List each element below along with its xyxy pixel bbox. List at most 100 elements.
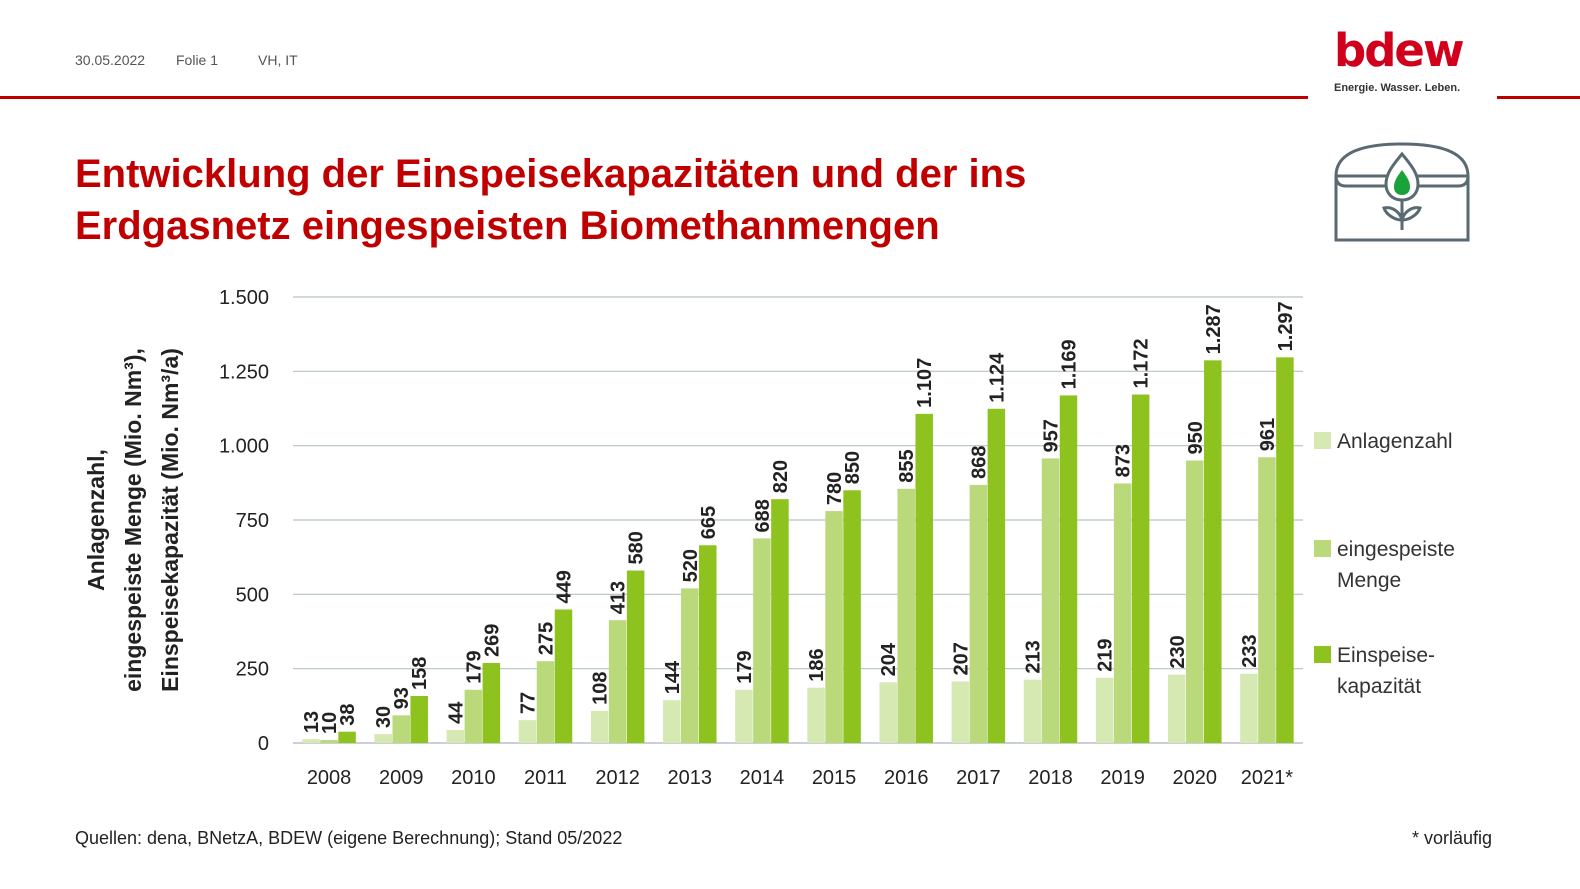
bar: [1131, 394, 1150, 743]
title-line-2: Erdgasnetz eingespeisten Biomethanmengen: [75, 204, 940, 248]
bar: [987, 408, 1006, 743]
data-label: 179: [463, 650, 485, 683]
bar: [374, 734, 392, 743]
data-label: 13: [301, 711, 323, 733]
bar: [338, 731, 356, 743]
bar: [302, 739, 320, 743]
data-label: 204: [878, 642, 900, 676]
x-tick-label: 2009: [379, 767, 424, 789]
x-tick-label: 2008: [307, 767, 352, 789]
header-rule: [0, 96, 1308, 99]
data-label: 950: [1185, 421, 1207, 454]
data-label: 413: [608, 581, 630, 614]
bar: [699, 545, 717, 743]
bar: [410, 696, 428, 743]
preliminary-note: * vorläufig: [1412, 828, 1493, 848]
legend-label-kapazitaet: Einspeise- kapazität: [1337, 640, 1507, 702]
data-label: 665: [698, 506, 720, 539]
y-tick-label: 250: [236, 659, 269, 681]
data-label: 1.107: [914, 358, 936, 408]
bar: [1186, 460, 1204, 743]
slide-date: 30.05.2022: [75, 52, 146, 68]
data-label: 820: [770, 460, 792, 493]
y-tick-label: 500: [236, 584, 269, 606]
bar: [843, 490, 861, 743]
legend-label-menge: eingespeiste Menge: [1337, 534, 1507, 596]
bar: [392, 715, 410, 743]
data-label: 520: [680, 549, 702, 582]
y-axis-label-line: Anlagenzahl,: [83, 449, 109, 591]
bar: [536, 661, 555, 743]
data-label: 688: [752, 499, 774, 532]
data-label: 1.287: [1203, 304, 1225, 354]
data-label: 1.124: [986, 352, 1008, 403]
y-tick-label: 750: [236, 510, 269, 532]
data-label: 186: [806, 648, 828, 681]
data-label: 38: [337, 703, 359, 725]
x-tick-label: 2014: [740, 767, 785, 789]
data-label: 850: [842, 451, 864, 484]
bar: [969, 484, 988, 743]
data-label: 873: [1113, 444, 1135, 477]
legend-label-menge-line1: eingespeiste: [1337, 538, 1455, 561]
data-label: 93: [391, 687, 413, 709]
x-tick-label: 2010: [451, 767, 496, 789]
legend-label-kapazitaet-line1: Einspeise-: [1337, 644, 1436, 667]
x-tick-label: 2020: [1173, 767, 1218, 789]
bar: [1240, 673, 1258, 743]
y-tick-label: 1.000: [219, 436, 269, 458]
data-label: 780: [824, 472, 846, 505]
bar: [663, 700, 681, 743]
x-axis-ticks: 2008 2009 2010 2011 2012 2013 2014 2015 2016 2017…: [307, 767, 1293, 789]
data-label: 957: [1041, 419, 1063, 452]
y-axis-label-line: eingespeiste Menge (Mio. Nm³),: [120, 348, 146, 692]
data-label: 219: [1095, 639, 1117, 672]
x-tick-label: 2012: [595, 767, 640, 789]
data-label: 580: [626, 531, 648, 564]
bar: [1258, 457, 1276, 743]
y-tick-label: 1.250: [219, 361, 269, 383]
bar: [590, 710, 609, 743]
bar: [915, 413, 933, 743]
bar: [771, 499, 789, 743]
legend-swatch-anlagenzahl: [1314, 432, 1331, 449]
bar: [825, 511, 843, 743]
bar: [482, 663, 501, 743]
legend-swatch-menge: [1314, 540, 1331, 557]
data-label: 269: [481, 624, 503, 657]
bar: [897, 488, 915, 743]
bar: [1168, 674, 1186, 743]
header-rule-right: [1497, 96, 1580, 99]
data-label: 44: [445, 701, 467, 724]
x-tick-label: 2021*: [1241, 767, 1293, 789]
source-note: Quellen: dena, BNetzA, BDEW (eigene Bere…: [75, 828, 623, 848]
bar: [753, 538, 771, 743]
data-label: 213: [1023, 640, 1045, 673]
bar: [951, 681, 970, 743]
bar: [1059, 395, 1078, 743]
data-label: 1.297: [1275, 301, 1297, 351]
bar: [464, 689, 483, 743]
data-label: 144: [662, 660, 684, 694]
data-label: 158: [409, 657, 431, 690]
legend-swatch-kapazitaet: [1314, 646, 1331, 663]
data-label: 275: [536, 622, 558, 655]
x-tick-label: 2013: [668, 767, 713, 789]
data-label: 855: [896, 449, 918, 482]
legend-label-kapazitaet-line2: kapazität: [1337, 675, 1422, 698]
bar: [1204, 360, 1222, 743]
x-tick-label: 2015: [812, 767, 857, 789]
data-label: 30: [373, 706, 395, 728]
bar: [554, 609, 573, 743]
y-axis-label: Anlagenzahl, eingespeiste Menge (Mio. Nm³…: [83, 348, 183, 692]
data-label: 108: [590, 672, 612, 705]
bar: [1113, 483, 1132, 743]
biogas-plant-icon: [1334, 142, 1470, 242]
data-label: 179: [734, 650, 756, 683]
slide-author: VH, IT: [258, 52, 298, 68]
bar: [518, 720, 537, 743]
x-tick-label: 2018: [1028, 767, 1073, 789]
data-label: 207: [950, 642, 972, 675]
